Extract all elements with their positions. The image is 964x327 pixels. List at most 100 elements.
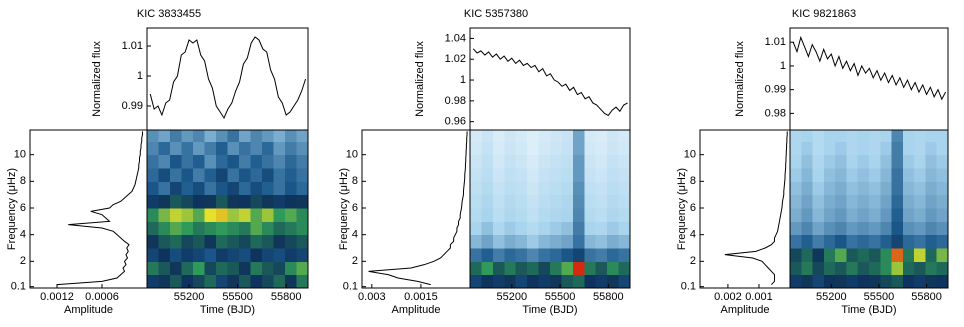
wavelet-cell [858,208,870,222]
wavelet-cell [914,275,926,289]
wavelet-cell [262,195,274,209]
wavelet-cell [858,221,870,235]
wavelet-cell [561,195,573,209]
wavelet-cell [584,141,596,155]
wavelet-cell [147,168,159,182]
wavelet-cell [205,181,217,195]
wavelet-cell [470,248,482,262]
wavelet-cell [296,168,308,182]
wavelet-cell [607,141,619,155]
wavelet-cell [539,141,551,155]
wavelet-cell [880,248,892,262]
wavelet-cell [170,195,182,209]
wavelet-cell [481,155,493,169]
wavelet-cell [813,155,825,169]
wavelet-cell [493,168,505,182]
wavelet-cell [835,248,847,262]
y-tick-label: 6 [352,202,358,214]
wavelet-cell [182,261,194,275]
wavelet-cell [262,275,274,289]
wavelet-cell [182,141,194,155]
wavelet-cell [239,235,251,249]
wavelet-cell [182,181,194,195]
y-tick-label: 1 [460,74,466,86]
wavelet-cell [573,141,585,155]
wavelet-cell [504,155,516,169]
x-tick-label: 55800 [271,291,302,303]
wavelet-cell [516,208,528,222]
wavelet-cell [824,155,836,169]
y-tick-label: 8 [690,175,696,187]
wavelet-cell [182,208,194,222]
wavelet-cell [801,261,813,275]
wavelet-cell [880,275,892,289]
y-tick-label: 0.98 [445,95,466,107]
wavelet-cell [892,168,904,182]
wavelet-cell [846,235,858,249]
wavelet-cell [481,275,493,289]
wavelet-cell [285,181,297,195]
wavelet-cell [790,155,802,169]
wavelet-cell [527,208,539,222]
wavelet-cell [216,168,228,182]
wavelet-cell [539,221,551,235]
wavelet-cell [801,221,813,235]
wavelet-cell [250,155,262,169]
wavelet-cell [527,221,539,235]
wavelet-cell [584,248,596,262]
wavelet-cell [527,261,539,275]
wavelet-cell [493,155,505,169]
wavelet-cell [285,248,297,262]
wavelet-cell [239,181,251,195]
wavelet-cell [607,168,619,182]
wavelet-cell [550,181,562,195]
wavelet-cell [193,221,205,235]
wavelet-cell [914,168,926,182]
wavelet-cell [493,275,505,289]
wavelet-cell [561,208,573,222]
wavelet-cell [273,181,285,195]
wavelet-cell [481,221,493,235]
x-tick-label: 55800 [911,291,942,303]
wavelet-cell [937,235,949,249]
wavelet-cell [824,168,836,182]
wavelet-cell [147,235,159,249]
wavelet-cell [550,235,562,249]
wavelet-cell [903,155,915,169]
wavelet-cell [205,195,217,209]
wavelet-cell [584,195,596,209]
wavelet-cell [516,195,528,209]
wavelet-cell [527,195,539,209]
wavelet-cell [824,181,836,195]
wavelet-cell [937,141,949,155]
wavelet-cell [296,195,308,209]
wavelet-cell [182,248,194,262]
wavelet-cell [205,248,217,262]
wavelet-cell [273,261,285,275]
wavelet-cell [527,181,539,195]
panel-title: KIC 9821863 [792,8,856,20]
wavelet-cell [470,275,482,289]
wavelet-cell [880,235,892,249]
wavelet-cell [228,141,240,155]
wavelet-cell [239,221,251,235]
wavelet-cell [835,261,847,275]
wavelet-cell [182,155,194,169]
wavelet-cell [296,208,308,222]
wavelet-cell [925,208,937,222]
wavelet-cell [481,248,493,262]
wavelet-cell [903,208,915,222]
wavelet-cell [239,195,251,209]
wavelet-cell [228,248,240,262]
y-tick-label: 0.99 [122,100,143,112]
wavelet-cell [527,235,539,249]
wavelet-cell [147,141,159,155]
wavelet-cell [846,221,858,235]
wavelet-cell [584,181,596,195]
wavelet-cell [858,235,870,249]
wavelet-cell [584,208,596,222]
wavelet-cell [596,195,608,209]
wavelet-cell [470,155,482,169]
wavelet-cell [892,235,904,249]
wavelet-cell [159,235,171,249]
